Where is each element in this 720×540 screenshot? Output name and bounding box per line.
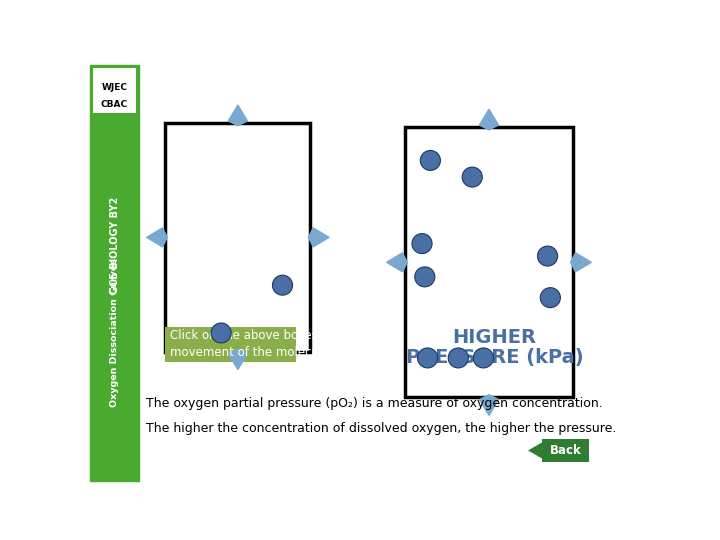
Ellipse shape [211,323,231,343]
Polygon shape [480,109,498,130]
Bar [90,65,139,481]
Text: Oxygen Dissociation Curves: Oxygen Dissociation Curves [110,259,119,407]
Bar [166,123,310,352]
Ellipse shape [473,348,493,368]
Text: The higher the concentration of dissolved oxygen, the higher the pressure.: The higher the concentration of dissolve… [145,422,616,435]
Ellipse shape [538,246,557,266]
Bar [166,327,297,362]
Text: PRESSURE (kPa): PRESSURE (kPa) [406,348,583,367]
Text: Click on the above boxes to see
movement of the molecules.: Click on the above boxes to see movement… [170,329,358,360]
Polygon shape [528,442,542,458]
Ellipse shape [415,267,435,287]
Text: Back: Back [550,444,582,457]
Polygon shape [308,228,329,247]
Text: WJEC: WJEC [102,83,127,92]
Ellipse shape [449,348,468,368]
Ellipse shape [272,275,292,295]
Polygon shape [480,395,498,415]
Bar [405,127,572,397]
Ellipse shape [412,234,432,254]
Bar [94,68,136,113]
Ellipse shape [420,151,441,171]
Bar [542,439,590,462]
Ellipse shape [418,348,438,368]
Polygon shape [571,253,591,272]
Text: HIGHER: HIGHER [453,328,536,347]
Polygon shape [387,253,408,272]
Text: GCE BIOLOGY BY2: GCE BIOLOGY BY2 [109,197,120,294]
Ellipse shape [540,288,560,308]
Polygon shape [147,228,167,247]
Text: The oxygen partial pressure (pO₂) is a measure of oxygen concentration.: The oxygen partial pressure (pO₂) is a m… [145,397,603,410]
Ellipse shape [462,167,482,187]
Polygon shape [228,349,248,369]
Polygon shape [228,105,248,126]
Text: CBAC: CBAC [101,100,128,109]
